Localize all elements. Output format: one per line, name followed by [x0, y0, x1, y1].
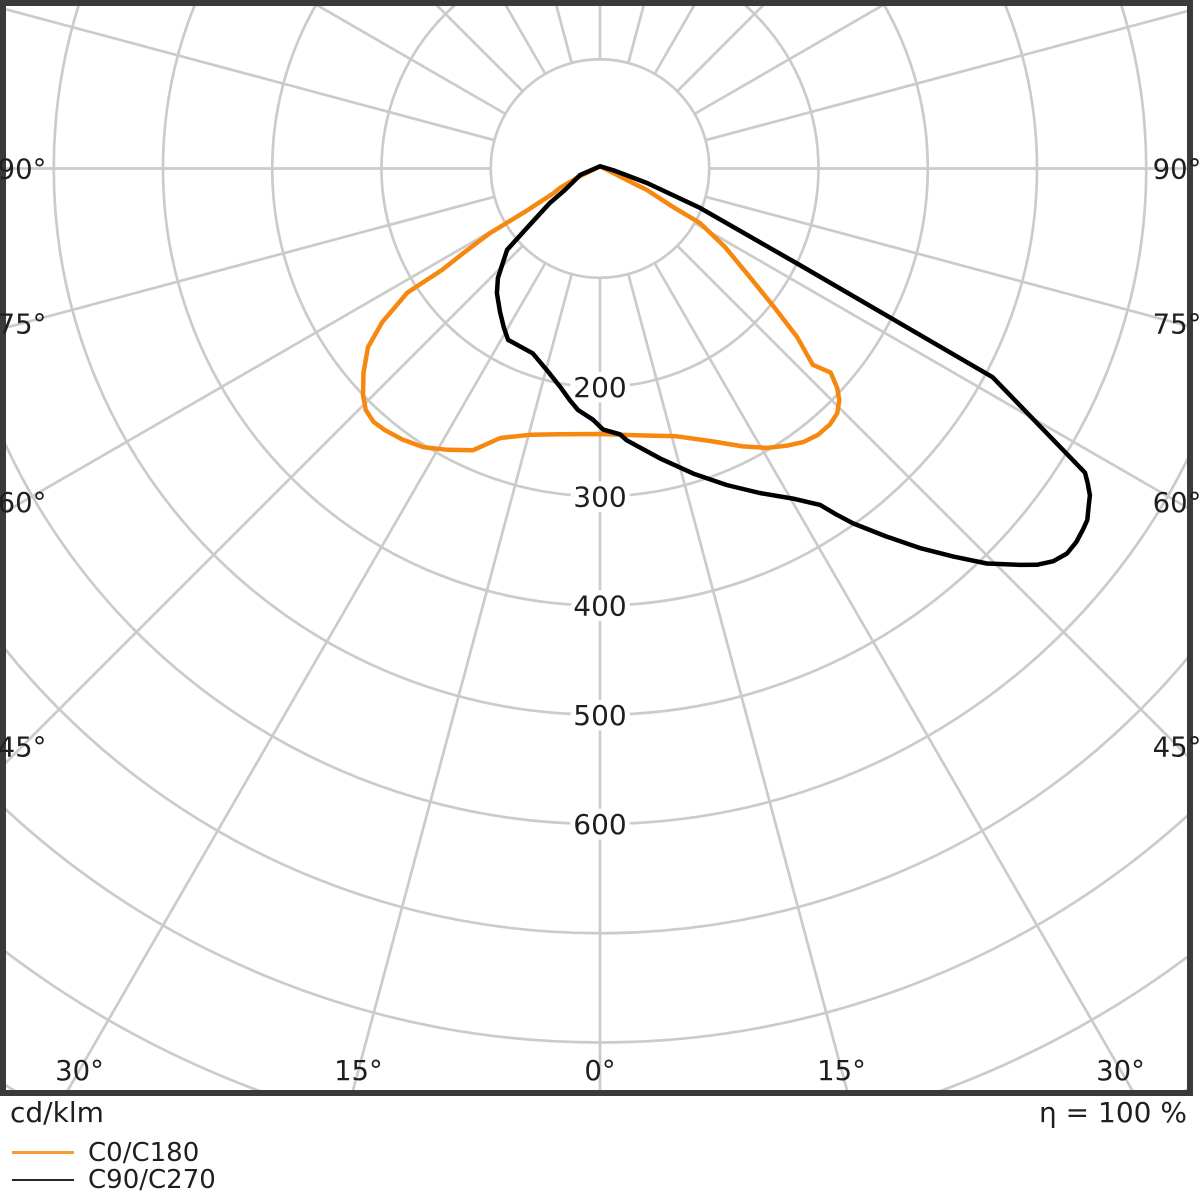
grid-angle-line	[693, 221, 1190, 511]
radial-tick-label: 500	[573, 699, 626, 732]
grid-angle-line	[66, 262, 547, 1090]
angle-labels: 90° 90° 75° 75° 60° 60° 45° 45° 30° 15° 0° 15° 30°	[0, 154, 1200, 1088]
angle-tick-label: 15°	[817, 1055, 866, 1087]
grid-angle-line	[6, 244, 524, 765]
grid-angle-line	[6, 7, 495, 142]
angle-tick-label: 15°	[334, 1055, 383, 1087]
legend-label-c90-c270: C90/C270	[88, 1164, 216, 1195]
radial-tick-label: 300	[573, 480, 626, 513]
grid-angle-line	[6, 195, 495, 330]
legend-line-c90-c270-icon	[12, 1178, 74, 1181]
curve-c90-c270	[494, 164, 1093, 568]
radial-labels: 200 300 400 500 600	[568, 366, 631, 846]
grid-angle-line	[676, 244, 1190, 761]
grid-angle-line	[6, 221, 507, 514]
angle-tick-label: 90°	[1153, 154, 1200, 186]
curve-c0-c180	[360, 164, 842, 453]
efficiency-label: η = 100 %	[1039, 1096, 1187, 1129]
legend-line-c0-c180-icon	[12, 1151, 74, 1154]
angle-tick-label: 30°	[1096, 1055, 1145, 1087]
legend-item-c90-c270: C90/C270	[12, 1164, 216, 1195]
angle-tick-label: 90°	[0, 154, 46, 186]
angle-tick-label: 60°	[1153, 487, 1200, 519]
grid-angle-line	[626, 273, 849, 1090]
angle-tick-label: 45°	[1153, 732, 1200, 764]
legend: C0/C180 C90/C270	[12, 1137, 216, 1195]
unit-label: cd/klm	[10, 1096, 104, 1129]
legend-label-c0-c180: C0/C180	[88, 1137, 200, 1168]
angle-tick-label: 30°	[55, 1055, 104, 1087]
grid-angle-line	[653, 262, 1134, 1090]
radial-tick-label: 200	[573, 371, 626, 404]
angle-tick-label: 75°	[1153, 308, 1200, 340]
legend-item-c0-c180: C0/C180	[12, 1137, 216, 1168]
angle-tick-label: 45°	[0, 732, 46, 764]
grid-angle-line	[705, 9, 1190, 142]
curves	[360, 164, 1093, 568]
angle-tick-label: 0°	[584, 1055, 615, 1087]
angle-tick-label: 75°	[0, 308, 46, 340]
radial-tick-label: 600	[573, 808, 626, 841]
grid-angle-line	[351, 273, 574, 1090]
grid-angle-line	[705, 195, 1190, 328]
radial-tick-label: 400	[573, 590, 626, 623]
plot-frame	[0, 0, 1193, 1096]
angle-tick-label: 60°	[0, 487, 46, 519]
